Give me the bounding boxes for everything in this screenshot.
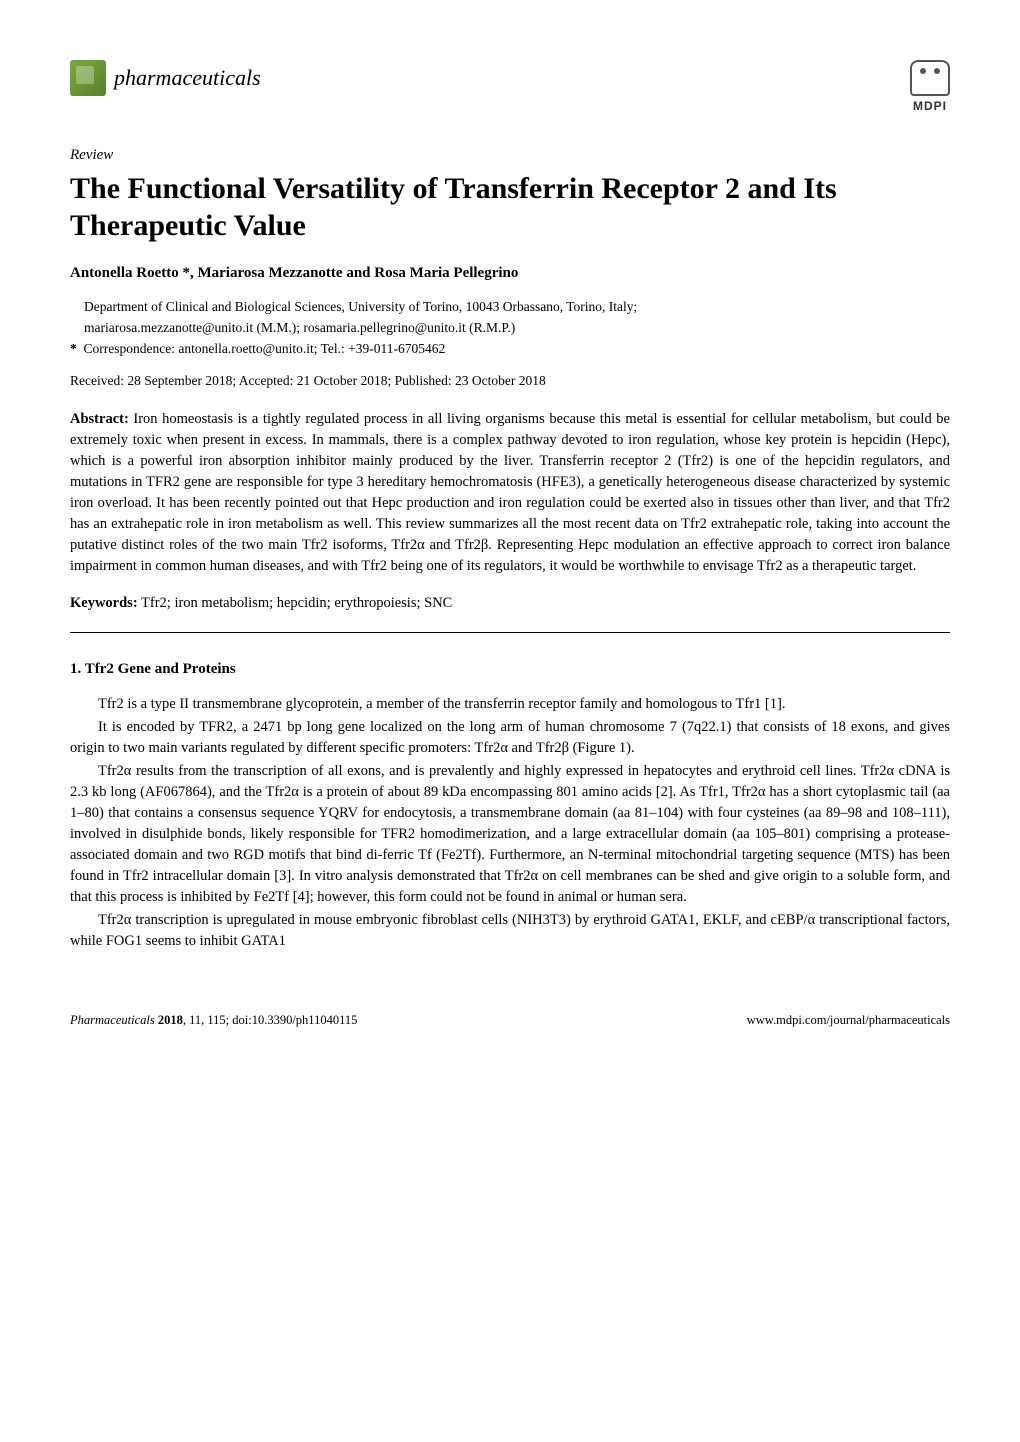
body-paragraph: Tfr2 is a type II transmembrane glycopro… [70, 694, 950, 715]
journal-name: pharmaceuticals [114, 63, 261, 94]
abstract: Abstract: Iron homeostasis is a tightly … [70, 409, 950, 577]
body-paragraph: Tfr2α transcription is upregulated in mo… [70, 910, 950, 952]
mdpi-mark-icon [910, 60, 950, 96]
keywords-text: Tfr2; iron metabolism; hepcidin; erythro… [138, 595, 453, 611]
keywords: Keywords: Tfr2; iron metabolism; hepcidi… [70, 593, 950, 613]
body-paragraph: It is encoded by TFR2, a 2471 bp long ge… [70, 717, 950, 759]
abstract-text: Iron homeostasis is a tightly regulated … [70, 411, 950, 574]
footer-doi: , 11, 115; doi:10.3390/ph11040115 [183, 1013, 358, 1027]
correspondence: * Correspondence: antonella.roetto@unito… [70, 340, 950, 359]
footer-year: 2018 [155, 1013, 183, 1027]
authors-line: Antonella Roetto *, Mariarosa Mezzanotte… [70, 263, 950, 284]
publisher-name: MDPI [913, 98, 947, 115]
page-header: pharmaceuticals MDPI [70, 60, 950, 115]
article-title: The Functional Versatility of Transferri… [70, 170, 950, 245]
journal-logo-icon [70, 60, 106, 96]
article-dates: Received: 28 September 2018; Accepted: 2… [70, 372, 950, 391]
section-heading: 1. Tfr2 Gene and Proteins [70, 659, 950, 680]
page-footer: Pharmaceuticals 2018, 11, 115; doi:10.33… [70, 1012, 950, 1030]
affiliation: Department of Clinical and Biological Sc… [70, 298, 950, 317]
footer-journal: Pharmaceuticals [70, 1013, 155, 1027]
keywords-label: Keywords: [70, 595, 138, 611]
body-paragraph: Tfr2α results from the transcription of … [70, 761, 950, 908]
correspondence-star: * [70, 341, 77, 356]
abstract-label: Abstract: [70, 411, 129, 427]
article-type: Review [70, 145, 950, 166]
footer-citation: Pharmaceuticals 2018, 11, 115; doi:10.33… [70, 1012, 357, 1030]
publisher-logo: MDPI [910, 60, 950, 115]
section-divider [70, 632, 950, 633]
journal-logo-group: pharmaceuticals [70, 60, 261, 96]
correspondence-text: Correspondence: antonella.roetto@unito.i… [84, 341, 446, 356]
footer-url: www.mdpi.com/journal/pharmaceuticals [747, 1012, 950, 1030]
author-emails: mariarosa.mezzanotte@unito.it (M.M.); ro… [70, 319, 950, 338]
